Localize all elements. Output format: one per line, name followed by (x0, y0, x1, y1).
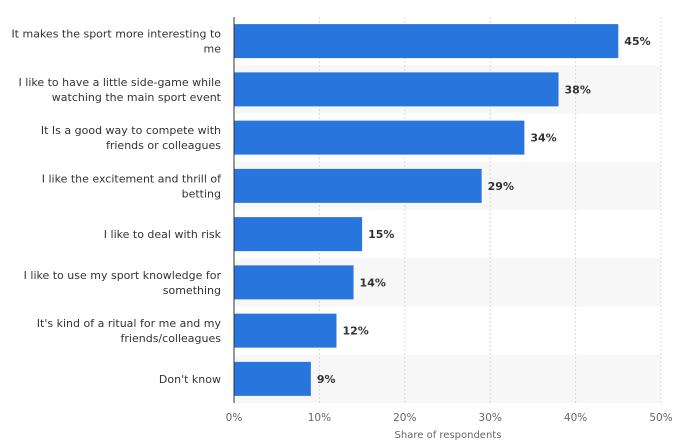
bar-value-label: 15% (368, 228, 394, 241)
bar (234, 361, 311, 396)
category-label: I like to have a little side-game while w… (19, 76, 222, 104)
bar-value-label: 9% (317, 373, 336, 386)
x-tick-label: 20% (393, 412, 416, 424)
bar-value-label: 12% (342, 325, 368, 338)
category-label: It's kind of a ritual for me and my frien… (37, 317, 222, 345)
bar (234, 168, 482, 203)
bar-value-label: 38% (565, 83, 591, 96)
category-labels: It makes the sport more interesting to me… (11, 28, 222, 386)
category-label: I like to deal with risk (104, 228, 222, 241)
bar-value-label: 29% (488, 180, 514, 193)
bar (234, 24, 619, 59)
bar (234, 120, 525, 155)
category-label: I like the excitement and thrill of betti… (42, 172, 222, 200)
value-labels: 45% 38% 34% 29% 15% 14% 12% 9% (317, 35, 651, 386)
bar-value-label: 34% (530, 132, 556, 145)
x-tick-label: 0% (226, 412, 243, 424)
bars (234, 24, 619, 396)
bar (234, 265, 354, 300)
category-label: Don't know (159, 373, 221, 386)
bar (234, 217, 363, 252)
x-tick-label: 30% (479, 412, 502, 424)
x-tick-label: 10% (308, 412, 331, 424)
bar-value-label: 45% (624, 35, 650, 48)
category-label: I like to use my sport knowledge for some… (24, 269, 222, 297)
x-axis-title: Share of respondents (395, 430, 502, 441)
bar (234, 72, 559, 107)
bar-value-label: 14% (360, 276, 386, 289)
x-tick-labels: 0% 10% 20% 30% 40% 50% (226, 412, 673, 424)
bar (234, 313, 337, 348)
x-tick-label: 40% (564, 412, 587, 424)
x-tick-label: 50% (649, 412, 672, 424)
category-label: It Is a good way to compete with friends … (41, 124, 221, 152)
category-label: It makes the sport more interesting to me (11, 28, 221, 56)
